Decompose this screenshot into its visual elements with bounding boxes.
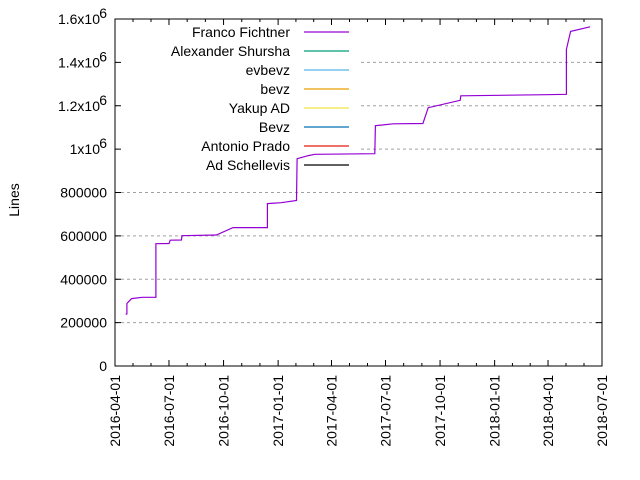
plot-border — [114, 18, 603, 367]
x-tick-label: 2016-10-01 — [216, 375, 232, 447]
x-tick-label: 2018-07-01 — [594, 375, 610, 447]
x-tick-label: 2016-04-01 — [107, 375, 123, 447]
legend-background — [117, 20, 358, 173]
legend-label: Ad Schellevis — [206, 157, 290, 173]
x-tick-label: 2017-10-01 — [432, 375, 448, 447]
y-tick-label: 1x10 — [70, 141, 101, 157]
y-tick-exponent: 6 — [99, 92, 107, 108]
legend-label: Antonio Prado — [201, 138, 290, 154]
legend-label: bevz — [260, 81, 290, 97]
legend-label: evbevz — [246, 62, 290, 78]
x-tick-label: 2016-07-01 — [161, 375, 177, 447]
series-line — [125, 26, 591, 315]
x-tick-label: 2018-04-01 — [540, 375, 556, 447]
x-tick-label: 2017-01-01 — [270, 375, 286, 447]
y-tick-label: 800000 — [60, 185, 107, 201]
legend-label: Yakup AD — [229, 100, 290, 116]
y-tick-exponent: 6 — [99, 5, 107, 21]
y-tick-exponent: 6 — [99, 48, 107, 64]
x-tick-label: 2018-01-01 — [487, 375, 503, 447]
y-tick-label: 1.2x10 — [58, 98, 100, 114]
legend: Franco Fichtner Alexander Shursha evbevz be… — [171, 24, 349, 173]
y-tick-label: 200000 — [60, 315, 107, 331]
y-axis-label: Lines — [6, 183, 22, 216]
y-tick-label: 1.6x10 — [58, 11, 100, 27]
legend-label: Bevz — [259, 119, 290, 135]
y-tick-label: 600000 — [60, 228, 107, 244]
series-lines — [125, 26, 591, 315]
y-tick-exponent: 6 — [99, 135, 107, 151]
x-axis: 2016-04-01 2016-07-01 2016-10-01 2017-01-01… — [107, 19, 610, 447]
x-tick-label: 2017-04-01 — [324, 375, 340, 447]
legend-label: Alexander Shursha — [171, 43, 290, 59]
x-tick-label: 2017-07-01 — [377, 375, 393, 447]
y-tick-label: 0 — [99, 358, 107, 374]
legend-label: Franco Fichtner — [192, 24, 290, 40]
y-tick-label: 400000 — [60, 271, 107, 287]
y-tick-label: 1.4x10 — [58, 54, 100, 70]
